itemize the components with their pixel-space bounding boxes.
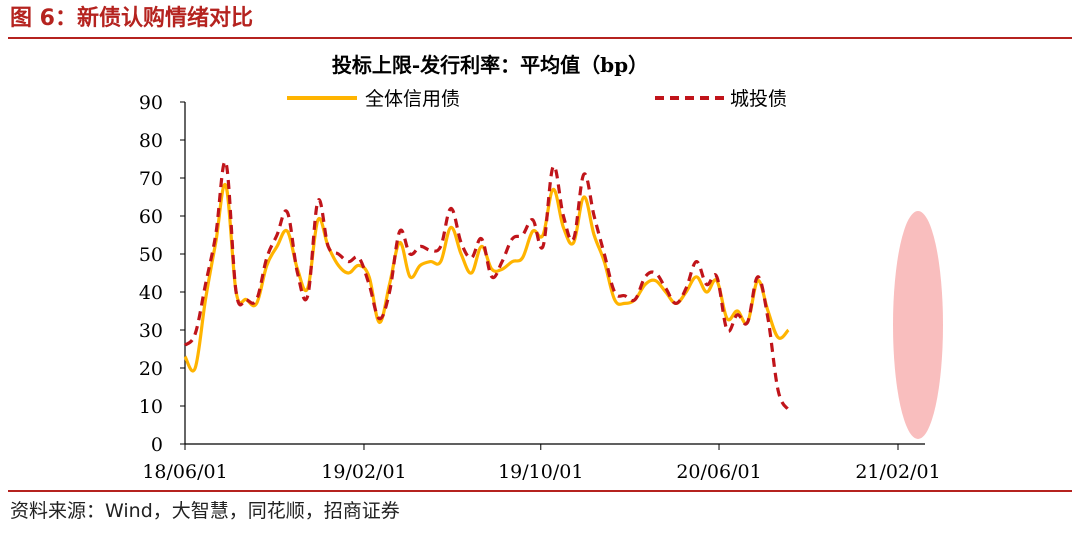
- x-tick-label: 18/06/01: [142, 461, 227, 483]
- series-line-all: [183, 182, 790, 373]
- legend: 全体信用债 城投债: [287, 88, 787, 110]
- highlight-ellipse: [893, 211, 943, 439]
- y-tick-label: 90: [139, 92, 163, 114]
- legend-label-all: 全体信用债: [365, 88, 460, 110]
- y-tick-label: 60: [139, 206, 163, 228]
- legend-label-chengtou: 城投债: [730, 88, 787, 110]
- y-tick-label: 0: [151, 434, 163, 456]
- series-line-chengtou: [183, 160, 790, 411]
- y-tick-label: 30: [139, 320, 163, 342]
- top-rule: [8, 37, 1072, 39]
- x-tick-label: 19/10/01: [498, 461, 583, 483]
- y-tick-label: 70: [139, 168, 163, 190]
- y-tick-label: 80: [139, 130, 163, 152]
- x-tick-label: 20/06/01: [676, 461, 761, 483]
- axes: 0 10 20 30 40 50 60 70 80 90 18/06/01 19/02/01 19/10…: [139, 92, 941, 483]
- y-tick-label: 40: [139, 282, 163, 304]
- chart-title: 投标上限-发行利率：平均值（bp）: [332, 53, 648, 77]
- y-tick-label: 20: [139, 358, 163, 380]
- x-tick-label: 21/02/01: [855, 461, 940, 483]
- bottom-rule: [8, 490, 1072, 492]
- chart: 投标上限-发行利率：平均值（bp） 全体信用债 城投债 0 10 20 30 40 50 6…: [139, 53, 943, 483]
- plot-area: [183, 160, 790, 411]
- figure-label: 图 6：新债认购情绪对比: [10, 6, 253, 31]
- source-note: 资料来源：Wind，大智慧，同花顺，招商证券: [10, 500, 400, 522]
- x-tick-label: 19/02/01: [321, 461, 406, 483]
- y-tick-label: 50: [139, 244, 163, 266]
- y-tick-label: 10: [139, 396, 163, 418]
